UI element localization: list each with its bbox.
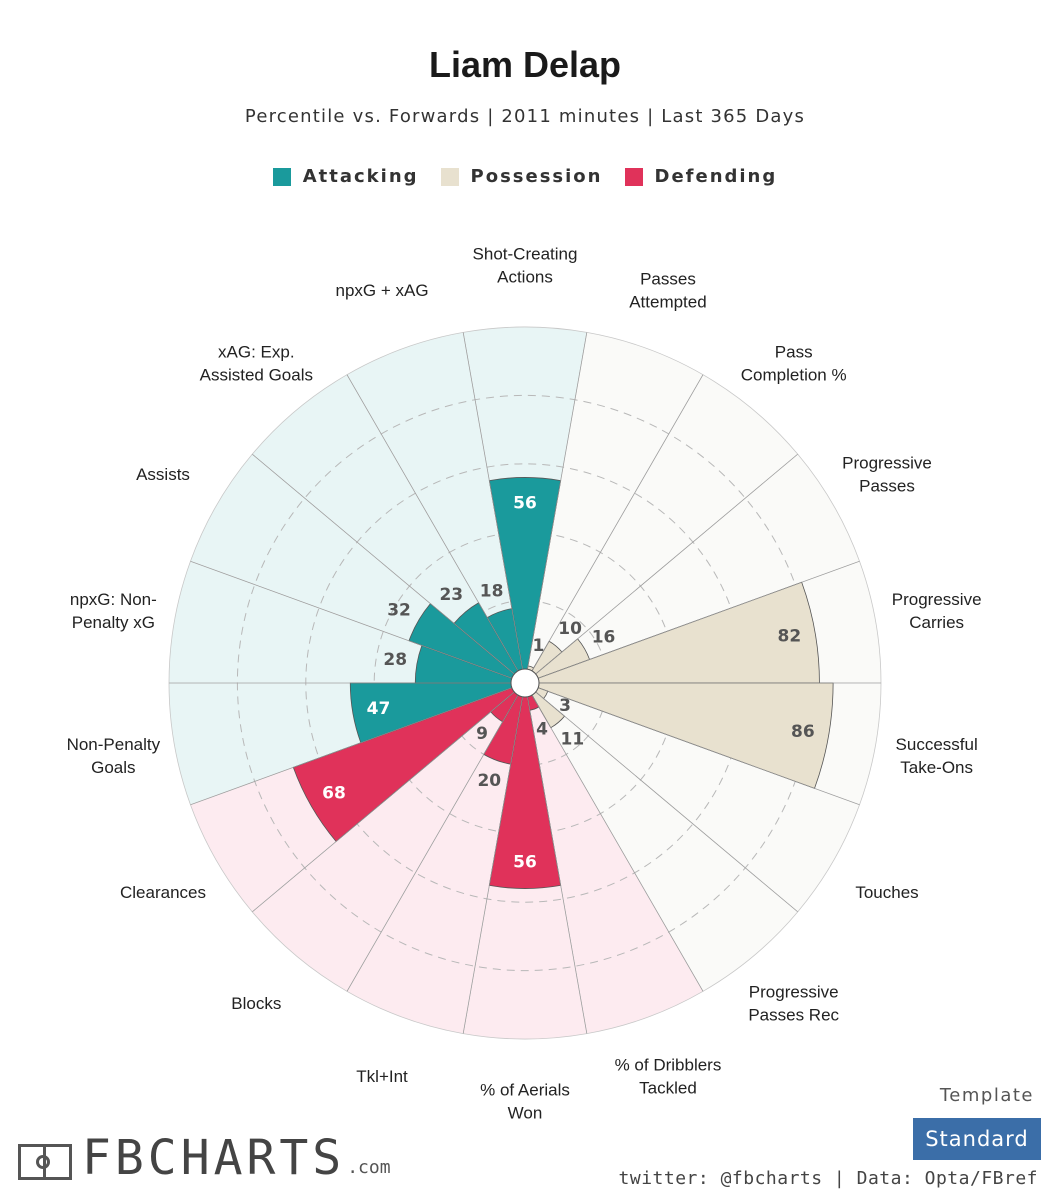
sector-divider: [462, 332, 526, 684]
template-button[interactable]: Standard: [913, 1118, 1041, 1160]
sector-divider: [524, 332, 588, 684]
value-label: 32: [387, 600, 411, 620]
axis-label: % of Aerials Won: [480, 1081, 570, 1123]
axis-label: Progressive Passes Rec: [748, 983, 839, 1025]
value-label: 16: [592, 628, 616, 648]
legend-label-defending: Defending: [654, 166, 778, 187]
sector-divider: [252, 453, 526, 684]
value-label: 68: [322, 783, 346, 803]
sector-divider: [524, 682, 798, 913]
axis-label: Passes Attempted: [629, 270, 707, 312]
chart-subtitle: Percentile vs. Forwards | 2011 minutes |…: [244, 106, 806, 127]
axis-label: Non-Penalty Goals: [67, 735, 161, 777]
chart-title: Liam Delap: [428, 44, 622, 85]
value-label: 56: [513, 853, 537, 873]
sector-divider: [524, 453, 798, 684]
legend-item-attacking: Attacking: [272, 166, 419, 187]
center-hole: [510, 668, 540, 698]
legend-item-defending: Defending: [624, 166, 778, 187]
value-label: 47: [367, 699, 391, 719]
axis-label: Successful Take-Ons: [896, 735, 978, 777]
axis-label: Blocks: [231, 994, 281, 1013]
sector-divider: [462, 682, 526, 1034]
legend: Attacking Possession Defending: [0, 166, 1050, 187]
logo-suffix: .com: [347, 1157, 391, 1178]
value-label: 18: [480, 581, 504, 601]
value-label: 23: [439, 585, 463, 605]
legend-label-possession: Possession: [470, 166, 603, 187]
legend-label-attacking: Attacking: [302, 166, 419, 187]
axis-label: Progressive Carries: [892, 590, 982, 632]
sector-divider: [524, 682, 860, 806]
value-label: 82: [778, 626, 802, 646]
value-label: 86: [791, 722, 815, 742]
axis-label: Touches: [855, 883, 918, 902]
value-label: 1: [533, 636, 545, 656]
axis-label: Assists: [136, 465, 190, 484]
template-label: Template: [939, 1085, 1034, 1106]
sector-divider: [524, 374, 704, 684]
value-label: 11: [560, 729, 584, 749]
sector-divider: [524, 682, 588, 1034]
axis-label: Pass Completion %: [741, 342, 847, 384]
pitch-icon: [18, 1144, 72, 1180]
data-credit: twitter: @fbcharts | Data: Opta/FBref: [618, 1168, 1038, 1189]
axis-label: Tkl+Int: [356, 1067, 408, 1086]
value-label: 3: [559, 696, 571, 716]
sector-divider: [252, 682, 526, 913]
sector-divider: [524, 682, 704, 992]
sector-divider: [346, 682, 526, 992]
sector-divider: [190, 682, 526, 806]
axis-label: npxG + xAG: [335, 281, 428, 300]
axis-label: Shot-Creating Actions: [473, 245, 578, 287]
legend-swatch-attacking: [272, 167, 291, 186]
sector-divider: [346, 374, 526, 684]
value-label: 56: [513, 493, 537, 513]
axis-label: Progressive Passes: [842, 454, 932, 496]
fbcharts-logo: FBCHARTS .com: [18, 1130, 391, 1186]
value-label: 28: [383, 650, 407, 670]
axis-label: Clearances: [120, 883, 206, 902]
value-label: 10: [558, 619, 582, 639]
value-label: 4: [536, 720, 548, 740]
value-label: 20: [477, 771, 501, 791]
value-label: 9: [476, 724, 488, 744]
axis-label: npxG: Non-Penalty xG: [70, 590, 157, 632]
sector-divider: [190, 560, 526, 684]
legend-swatch-possession: [440, 167, 459, 186]
legend-item-possession: Possession: [440, 166, 603, 187]
legend-swatch-defending: [624, 167, 643, 186]
axis-label: xAG: Exp. Assisted Goals: [200, 342, 313, 384]
logo-text: FBCHARTS: [82, 1130, 346, 1186]
axis-label: % of Dribblers Tackled: [615, 1055, 722, 1097]
sector-divider: [524, 560, 860, 684]
